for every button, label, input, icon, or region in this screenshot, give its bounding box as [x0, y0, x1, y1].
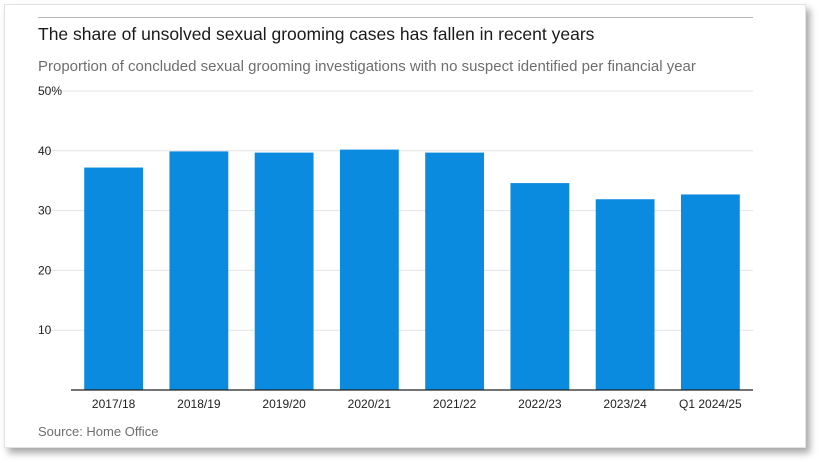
bar	[595, 199, 655, 390]
chart-subtitle: Proportion of concluded sexual grooming …	[38, 58, 696, 75]
bar	[680, 194, 740, 390]
y-tick-label: 30	[38, 204, 52, 218]
source-note: Source: Home Office	[38, 424, 159, 439]
bar	[425, 152, 485, 390]
bar	[84, 167, 144, 390]
y-tick-label: 40	[38, 144, 52, 158]
chart-card: The share of unsolved sexual grooming ca…	[4, 4, 806, 448]
chart-title: The share of unsolved sexual grooming ca…	[38, 24, 595, 44]
bar	[510, 183, 570, 390]
x-tick-label: 2017/18	[92, 397, 136, 411]
x-tick-label: Q1 2024/25	[679, 397, 742, 411]
bar	[339, 149, 399, 390]
bar	[254, 152, 314, 390]
x-tick-label: 2021/22	[433, 397, 477, 411]
bar-chart: 10 20 30 40 50% 2017/18 2018/19 2019/20 2020/21 2…	[38, 84, 753, 411]
y-tick-label: 50%	[38, 84, 62, 98]
x-tick-label: 2018/19	[177, 397, 221, 411]
bar	[169, 151, 229, 390]
x-tick-label: 2019/20	[262, 397, 306, 411]
x-tick-label: 2020/21	[348, 397, 392, 411]
x-tick-label: 2023/24	[603, 397, 647, 411]
top-rule	[38, 17, 753, 18]
x-tick-label: 2022/23	[518, 397, 562, 411]
y-tick-label: 20	[38, 263, 52, 277]
y-tick-label: 10	[38, 323, 52, 337]
